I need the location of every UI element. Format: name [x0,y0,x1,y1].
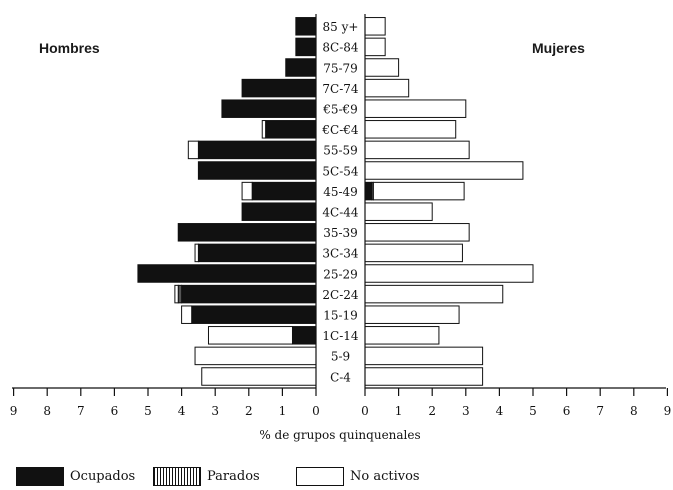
bar-men-ocupados-4 [221,99,317,118]
age-label-1: 8C-84 [322,41,359,55]
bar-men-ocupados-9 [241,202,317,221]
age-label-7: 5C-54 [322,164,359,178]
age-label-13: 2C-24 [322,288,359,302]
chart-marks [137,17,534,386]
age-label-6: 55-59 [323,144,358,158]
bar-women-no-activos-16 [364,346,484,366]
legend-item-parados: Parados [153,466,260,486]
bar-men-no-activos-16 [194,346,317,366]
bar-men-ocupados-6 [197,140,317,160]
tick-label-right-7: 7 [596,404,604,418]
age-label-0: 85 y+ [323,20,359,34]
age-label-3: 7C-74 [322,82,359,96]
x-axis-label: % de grupos quinquenales [259,428,421,442]
tick-label-right-9: 9 [664,404,672,418]
bar-men-no-activos-11 [194,243,199,263]
age-label-11: 3C-34 [322,247,359,261]
bar-men-ocupados-8 [251,181,317,201]
tick-label-right-2: 2 [428,404,436,418]
legend-label-parados: Parados [207,468,260,484]
legend-item-no-activos: No activos [296,466,420,486]
tick-label-right-0: 0 [361,404,369,418]
tick-label-right-8: 8 [630,404,638,418]
age-label-15: 1C-14 [322,329,359,343]
bar-women-no-activos-14 [364,305,460,324]
tick-label-right-1: 1 [395,404,403,418]
age-label-14: 15-19 [323,308,358,322]
legend-swatch-ocupados [16,466,64,486]
bar-men-ocupados-13 [181,284,317,304]
age-label-2: 75-79 [323,61,358,75]
age-label-8: 45-49 [323,185,358,199]
bar-men-ocupados-10 [177,223,317,242]
bar-women-no-activos-7 [364,161,524,180]
bar-men-ocupados-11 [197,243,317,263]
bar-men-ocupados-7 [197,161,317,180]
tick-label-left-9: 9 [10,404,18,418]
bar-women-no-activos-4 [364,99,467,118]
bar-men-ocupados-1 [295,37,317,57]
bar-men-no-activos-13 [174,284,179,304]
bar-men-no-activos-17 [201,367,317,386]
age-label-12: 25-29 [323,267,358,281]
bar-women-no-activos-3 [364,78,410,98]
tick-label-left-0: 0 [312,404,320,418]
women-title: Mujeres [532,40,585,56]
age-label-9: 4C-44 [322,205,359,219]
bar-men-no-activos-5 [261,120,267,139]
bar-men-ocupados-12 [137,264,317,283]
bar-men-ocupados-5 [265,120,317,139]
bar-women-no-activos-15 [364,326,440,345]
tick-label-left-2: 2 [245,404,253,418]
bar-men-ocupados-3 [241,78,317,98]
bar-women-no-activos-6 [364,140,470,160]
tick-label-left-3: 3 [211,404,219,418]
legend-label-ocupados: Ocupados [70,468,136,484]
bar-men-ocupados-0 [295,17,317,36]
bar-men-ocupados-2 [285,58,317,77]
bar-women-no-activos-10 [364,223,470,242]
bar-women-no-activos-1 [364,37,386,57]
bar-men-no-activos-14 [181,305,193,324]
tick-label-left-1: 1 [279,404,287,418]
chart-axes: 85 y+ 8C-84 75-79 7C-74 €5-€9 €C-€4 55-59 5C-54… [10,14,671,418]
bar-women-no-activos-17 [364,367,484,386]
bar-women-no-activos-11 [364,243,463,263]
age-label-10: 35-39 [323,226,358,240]
population-pyramid-chart: 85 y+ 8C-84 75-79 7C-74 €5-€9 €C-€4 55-59 5C-54… [10,14,671,418]
bar-men-parados-13 [177,284,183,304]
bar-women-no-activos-9 [364,202,433,221]
legend-swatch-no-activos [296,466,344,486]
tick-label-left-7: 7 [77,404,85,418]
age-label-16: 5-9 [331,350,350,364]
bar-men-no-activos-8 [241,181,253,201]
tick-label-right-4: 4 [496,404,504,418]
age-label-17: C-4 [330,370,351,384]
tick-label-left-6: 6 [111,404,119,418]
legend-label-no-activos: No activos [350,468,420,484]
men-title: Hombres [39,40,100,56]
bar-men-ocupados-15 [291,326,317,345]
bar-women-no-activos-13 [364,284,504,304]
age-label-5: €C-€4 [321,123,359,137]
tick-label-right-5: 5 [529,404,537,418]
bar-women-ocupados-8 [364,181,373,201]
bar-women-no-activos-2 [364,58,400,77]
bar-men-no-activos-6 [187,140,199,160]
tick-label-left-5: 5 [144,404,152,418]
age-label-4: €5-€9 [322,102,358,116]
bar-women-no-activos-8 [372,181,465,201]
bar-women-no-activos-0 [364,17,386,36]
legend-swatch-parados [153,466,201,486]
tick-label-left-4: 4 [178,404,186,418]
bar-men-ocupados-14 [191,305,317,324]
tick-label-right-6: 6 [563,404,571,418]
bar-men-no-activos-15 [207,326,293,345]
tick-label-left-8: 8 [43,404,51,418]
bar-women-no-activos-5 [364,120,457,139]
legend-item-ocupados: Ocupados [16,466,135,486]
tick-label-right-3: 3 [462,404,470,418]
bar-women-no-activos-12 [364,264,534,283]
